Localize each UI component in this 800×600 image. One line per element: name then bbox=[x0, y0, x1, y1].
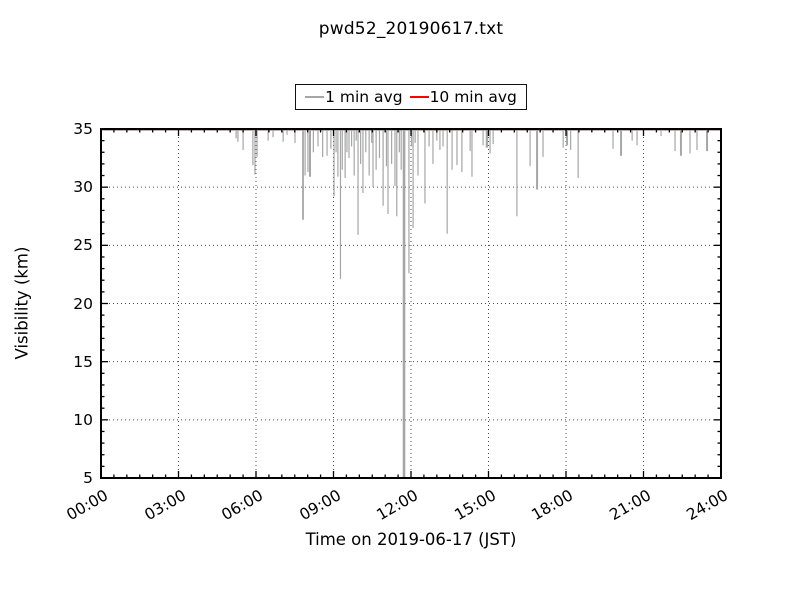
legend-entry-1min-avg: 1 min avg bbox=[305, 88, 403, 106]
legend-label-10min-avg: 10 min avg bbox=[429, 88, 517, 106]
y-tick-label: 30 bbox=[73, 178, 93, 197]
legend-entry-10min-avg: 10 min avg bbox=[409, 88, 517, 106]
y-tick-label: 15 bbox=[73, 352, 93, 371]
y-tick-label: 35 bbox=[73, 120, 93, 138]
y-tick-label: 5 bbox=[83, 469, 93, 487]
y-tick-label: 20 bbox=[73, 294, 93, 313]
gray-line-swatch bbox=[305, 96, 325, 98]
red-line-swatch bbox=[409, 96, 429, 98]
legend-label-1min-avg: 1 min avg bbox=[325, 88, 403, 106]
y-tick-label: 25 bbox=[73, 236, 93, 255]
chart-title: pwd52_20190617.txt bbox=[318, 19, 504, 39]
legend: 1 min avg 10 min avg bbox=[295, 84, 527, 110]
y-tick-label: 10 bbox=[73, 410, 93, 429]
x-axis-label: Time on 2019-06-17 (JST) bbox=[305, 530, 517, 549]
legend-row: 1 min avg 10 min avg bbox=[101, 84, 721, 110]
